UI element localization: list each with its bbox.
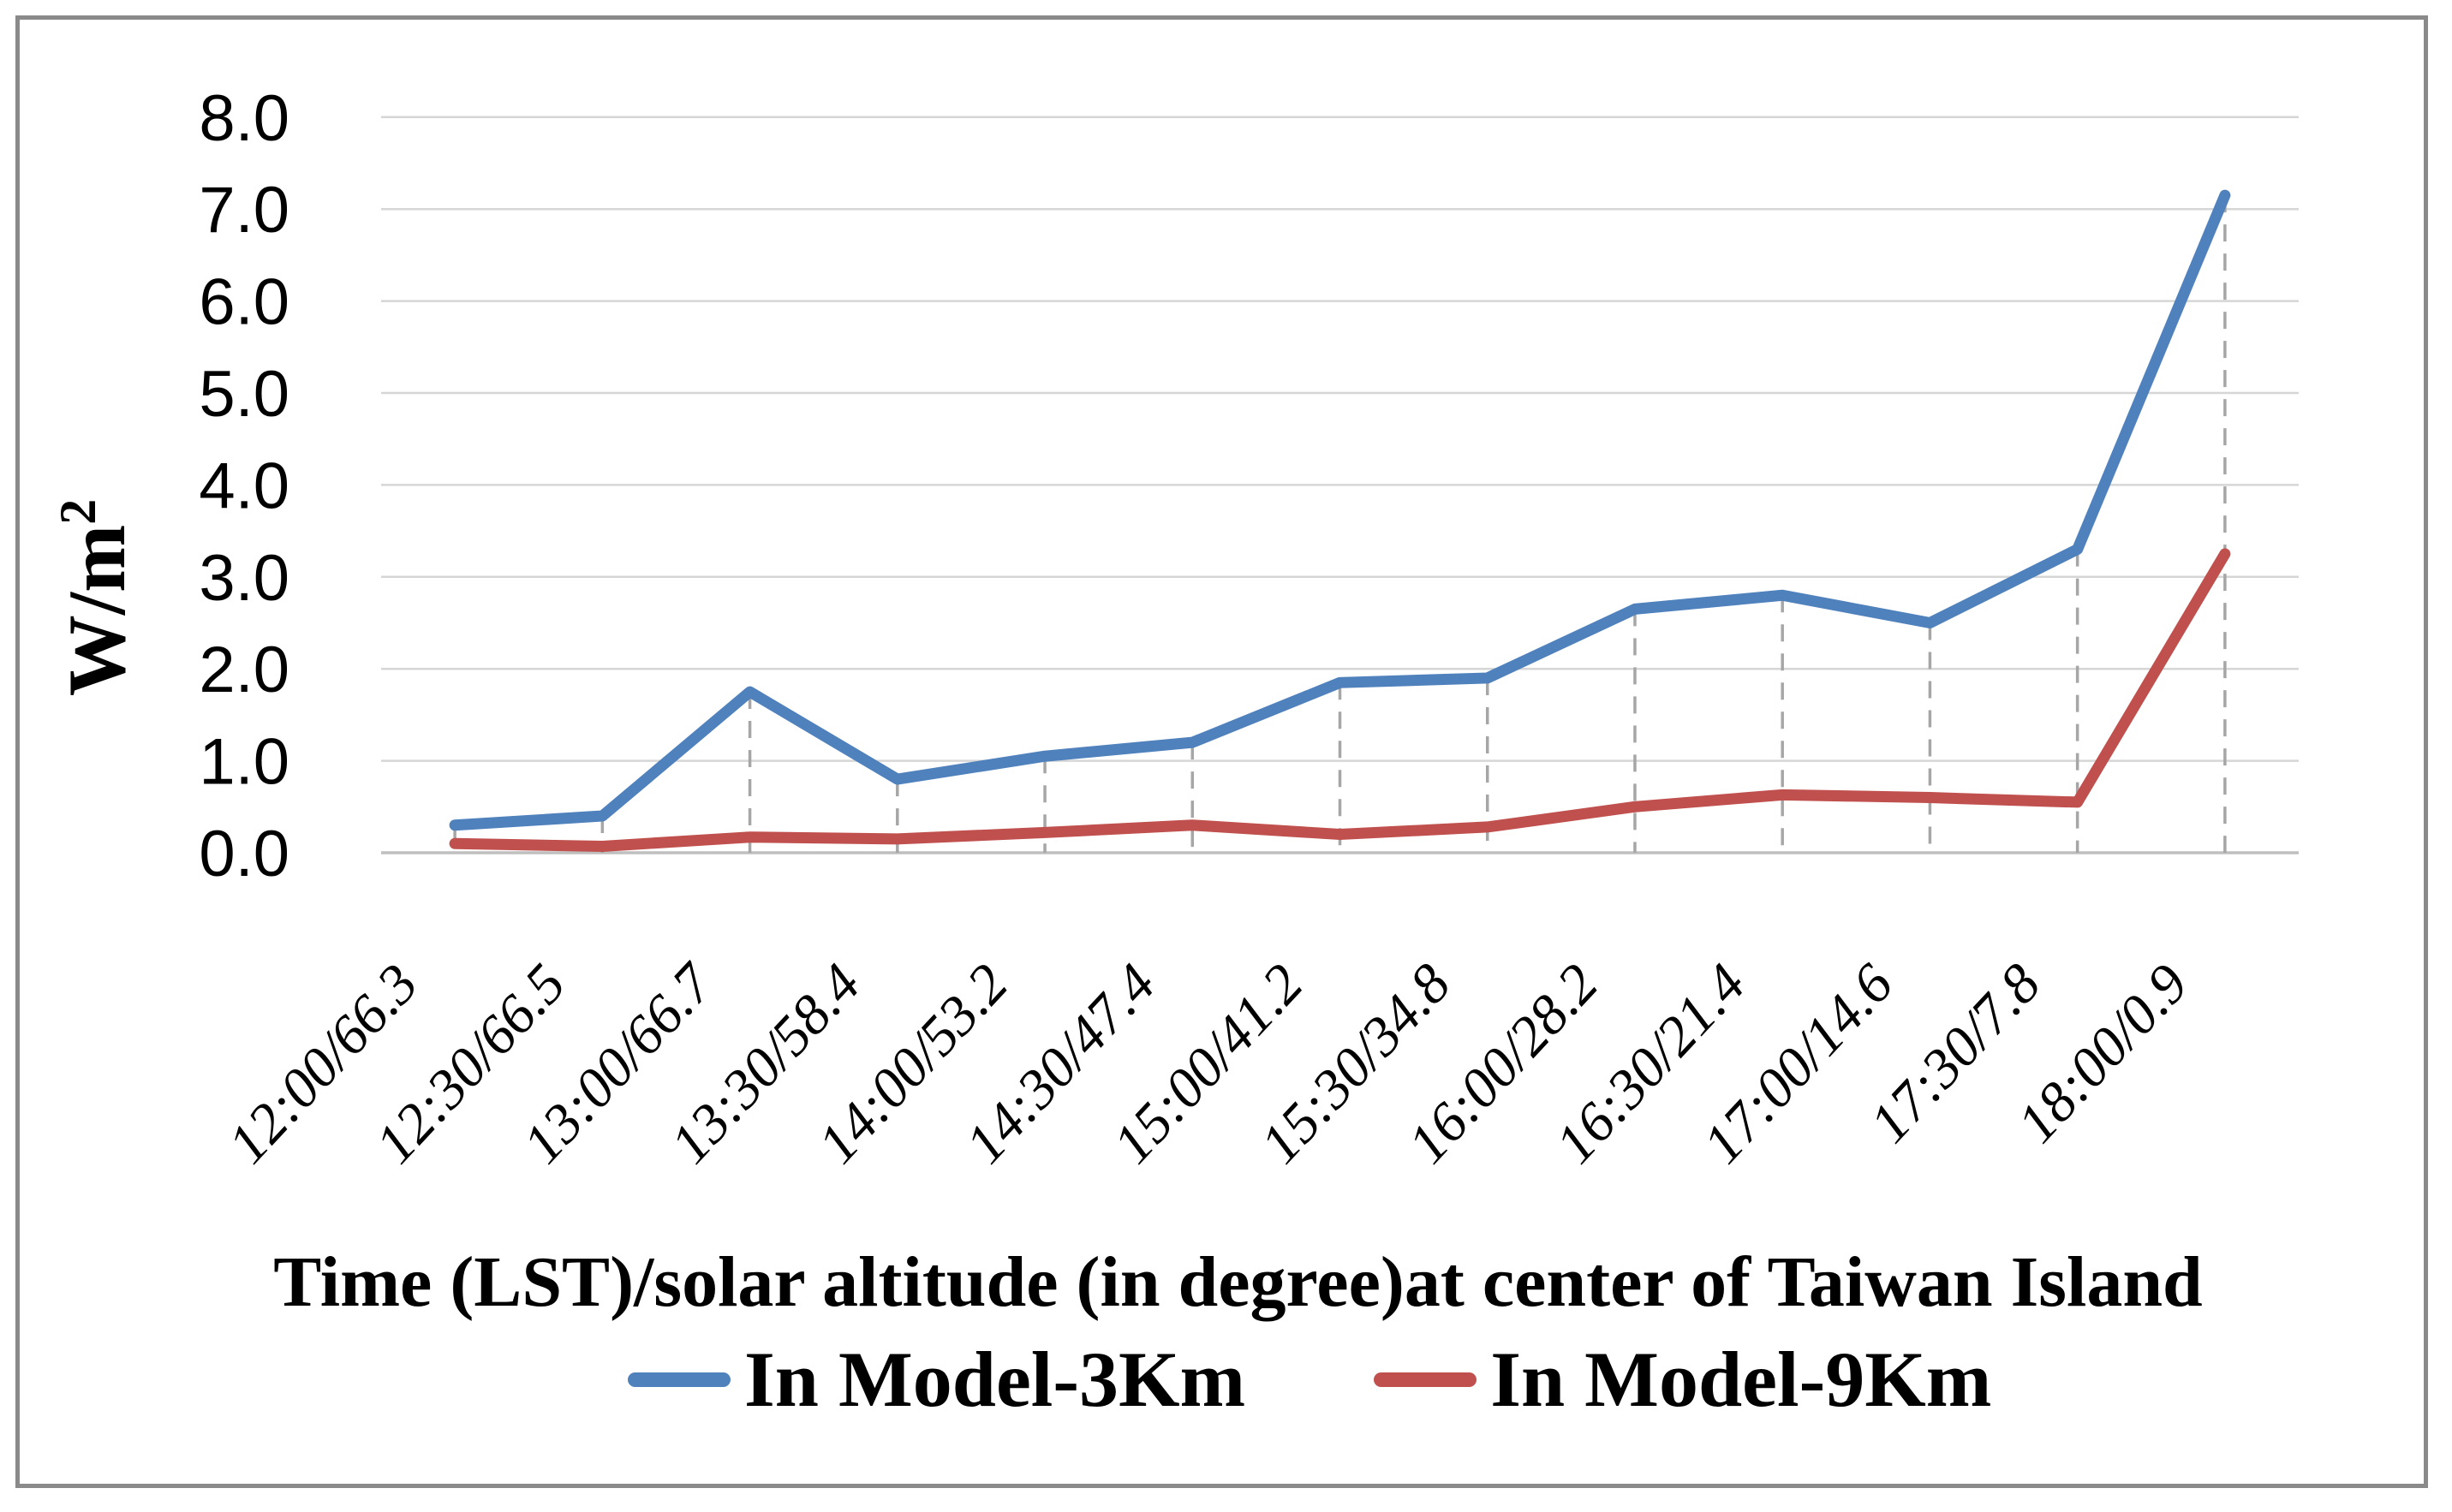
legend-swatch-model-3km [628,1372,731,1387]
legend-label-model-3km: In Model-3Km [744,1336,1246,1423]
legend-item-model-9km: In Model-9Km [1374,1334,1991,1425]
legend-label-model-9km: In Model-9Km [1490,1336,1992,1423]
y-tick-label: 3.0 [199,542,289,615]
y-tick-label: 6.0 [199,266,289,339]
y-tick-label: 5.0 [199,358,289,431]
y-tick-label: 4.0 [199,449,289,522]
y-tick-label: 2.0 [199,634,289,706]
y-tick-label: 8.0 [199,82,289,155]
series-line-model-3km [449,189,2231,831]
y-axis-title: W/m2 [50,499,142,697]
legend-item-model-3km: In Model-3Km [628,1334,1245,1425]
series-line-model-9km [449,548,2231,852]
chart-legend: In Model-3Km In Model-9Km [628,1331,1991,1427]
y-tick-label: 7.0 [199,174,289,247]
y-tick-label: 0.0 [199,818,289,890]
y-tick-label: 1.0 [199,726,289,799]
figure-border [15,15,2428,1488]
legend-swatch-model-9km [1374,1372,1477,1387]
x-axis-title: Time (LST)/solar altitude (in degree)at … [273,1242,2203,1322]
